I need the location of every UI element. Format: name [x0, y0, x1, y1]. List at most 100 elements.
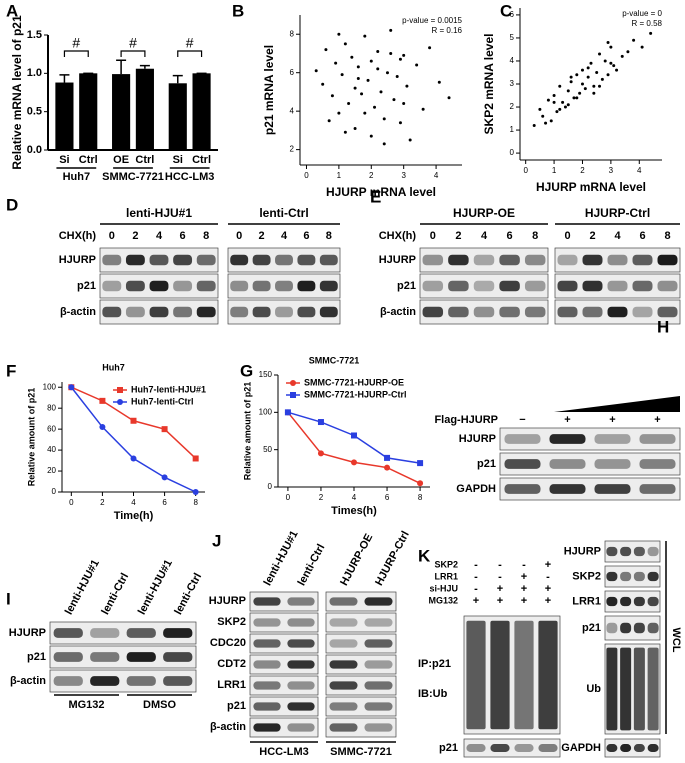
band — [639, 459, 676, 469]
point — [532, 123, 536, 127]
row-label: GAPDH — [561, 742, 601, 754]
point — [569, 80, 573, 84]
band — [149, 280, 169, 292]
condition-sign: - — [474, 559, 478, 571]
point — [632, 38, 636, 42]
condition-label: LRR1 — [434, 571, 458, 581]
point — [561, 100, 565, 104]
panel-label: I — [6, 589, 11, 608]
condition-sign: - — [498, 559, 502, 571]
band — [557, 306, 578, 318]
wcl-label: WCL — [670, 627, 682, 652]
point — [356, 76, 360, 80]
panel-label: E — [370, 187, 381, 206]
row-label: β-actin — [210, 721, 246, 733]
band — [329, 639, 358, 648]
y-axis-label: SKP2 mRNA level — [482, 34, 496, 135]
point — [620, 54, 624, 58]
marker — [417, 460, 424, 467]
legend-marker — [290, 380, 296, 386]
band — [173, 306, 193, 318]
annotation: R = 0.58 — [632, 19, 663, 28]
x-tick-label: 8 — [418, 493, 423, 502]
band — [490, 744, 510, 752]
lane-label: 0 — [236, 230, 242, 242]
band — [448, 306, 469, 318]
band — [490, 620, 510, 730]
band — [607, 280, 628, 292]
marker — [130, 455, 137, 462]
lane-label: 8 — [203, 230, 209, 242]
row-label: p21 — [439, 742, 458, 754]
y-tick-label: 2 — [510, 102, 515, 111]
blot-strip — [249, 612, 319, 633]
band — [275, 280, 293, 292]
band — [633, 571, 645, 582]
band — [620, 571, 632, 582]
condition-sign: + — [521, 595, 527, 607]
y-tick-label: 100 — [43, 382, 57, 391]
blot-strip — [249, 654, 319, 675]
band — [287, 660, 315, 669]
point — [592, 91, 596, 95]
condition-sign: - — [474, 571, 478, 583]
lane-label: 8 — [664, 230, 670, 242]
lane-label: 2 — [132, 230, 138, 242]
point — [572, 96, 576, 100]
marker — [351, 459, 357, 466]
blot-strip — [325, 696, 397, 717]
blot-strip — [325, 675, 397, 696]
panel-label: H — [657, 317, 669, 336]
blot-strip — [325, 717, 397, 738]
band — [557, 280, 578, 292]
band — [620, 596, 632, 607]
x-tick-label: 0 — [69, 498, 74, 507]
band — [647, 571, 659, 582]
band — [53, 676, 83, 686]
lane-label: 8 — [532, 230, 538, 242]
y-tick-label: 8 — [290, 29, 295, 38]
band — [448, 254, 469, 266]
band — [647, 744, 659, 752]
point — [566, 89, 570, 93]
y-tick-label: 20 — [47, 466, 56, 475]
band — [196, 306, 216, 318]
x-tick-label: 3 — [609, 166, 614, 175]
row-label: p21 — [77, 280, 96, 292]
point — [598, 52, 602, 56]
band — [466, 620, 486, 730]
condition-sign: + — [473, 595, 479, 607]
blot-strip — [419, 273, 549, 299]
group-label: DMSO — [143, 699, 176, 711]
point — [586, 66, 590, 70]
point — [379, 90, 383, 94]
band — [594, 484, 631, 494]
band — [297, 254, 316, 266]
x-tick-label: 1 — [552, 166, 557, 175]
band — [364, 639, 393, 648]
band — [549, 484, 586, 494]
point — [563, 105, 567, 109]
point — [347, 101, 351, 105]
row-label: β-actin — [380, 306, 416, 318]
x-tick-label: 4 — [434, 171, 439, 180]
row-label: HJURP — [59, 254, 96, 266]
group-label: MG132 — [68, 699, 104, 711]
band — [364, 681, 393, 690]
band — [499, 306, 520, 318]
point — [575, 73, 579, 77]
band — [173, 280, 193, 292]
band — [514, 744, 534, 752]
band — [448, 280, 469, 292]
lane-label: 8 — [326, 230, 332, 242]
band — [319, 254, 338, 266]
band — [582, 280, 603, 292]
blot-strip — [499, 452, 681, 476]
marker — [351, 432, 357, 439]
band — [253, 723, 281, 732]
band — [657, 254, 678, 266]
band — [607, 306, 628, 318]
band — [549, 434, 586, 444]
band — [275, 306, 293, 318]
